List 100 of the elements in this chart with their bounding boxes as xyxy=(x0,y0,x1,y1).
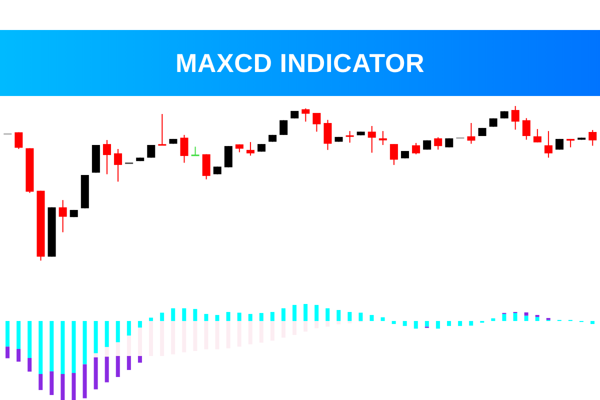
bar xyxy=(226,312,230,321)
candlestick xyxy=(224,146,232,168)
bar xyxy=(237,320,242,347)
bar xyxy=(28,320,32,358)
bar xyxy=(72,372,76,400)
bar xyxy=(104,320,109,347)
bar xyxy=(326,320,330,327)
candlestick xyxy=(390,144,398,166)
bar xyxy=(392,320,396,324)
bar xyxy=(259,320,264,343)
bar xyxy=(314,304,319,321)
bar xyxy=(6,346,10,358)
bar xyxy=(149,320,154,356)
bar xyxy=(126,336,131,356)
bar xyxy=(16,320,21,349)
candlestick xyxy=(522,118,530,140)
candlestick xyxy=(544,130,552,158)
candlestick xyxy=(378,130,387,146)
bar xyxy=(94,353,98,358)
candlestick xyxy=(324,119,332,150)
bar xyxy=(248,314,252,321)
candlestick xyxy=(102,140,111,175)
bar xyxy=(171,320,176,354)
bar xyxy=(270,320,274,341)
bar xyxy=(138,328,142,356)
candlestick xyxy=(346,130,354,144)
bar xyxy=(336,310,341,321)
bar xyxy=(524,312,528,316)
bar xyxy=(535,316,540,321)
bar xyxy=(281,320,286,338)
bar xyxy=(38,320,43,374)
candlestick xyxy=(14,132,23,150)
bar xyxy=(292,304,296,321)
bar xyxy=(72,320,76,373)
bar xyxy=(336,320,341,324)
candlestick xyxy=(158,114,166,146)
bar xyxy=(215,314,220,321)
bar xyxy=(126,320,131,336)
bar xyxy=(469,320,474,326)
candlestick xyxy=(467,122,476,144)
bar xyxy=(204,314,208,321)
bar xyxy=(524,316,528,321)
bar xyxy=(104,356,109,382)
bar xyxy=(348,320,352,324)
bar xyxy=(50,371,54,396)
bar xyxy=(116,320,120,342)
bar xyxy=(502,314,506,321)
candlestick xyxy=(511,106,520,130)
bar xyxy=(491,318,496,321)
bar xyxy=(215,320,220,350)
candlestick xyxy=(58,200,67,233)
candlestick xyxy=(312,112,321,132)
candlestick xyxy=(302,108,310,122)
bar xyxy=(281,308,286,321)
bar xyxy=(182,308,186,321)
bar xyxy=(149,318,154,321)
bar xyxy=(226,320,230,348)
bar xyxy=(292,320,296,335)
bar xyxy=(314,320,319,328)
bar xyxy=(237,312,242,321)
bar xyxy=(436,320,440,329)
bar xyxy=(182,320,186,352)
candlestick xyxy=(202,154,210,180)
candlestick xyxy=(412,142,420,155)
bar xyxy=(138,356,142,363)
candlestick xyxy=(533,128,542,143)
bar xyxy=(513,313,518,321)
bar xyxy=(358,312,363,321)
bar xyxy=(248,320,252,344)
bar xyxy=(160,320,164,356)
bar xyxy=(160,312,164,321)
bar xyxy=(380,317,385,321)
bar xyxy=(171,308,176,321)
candlestick xyxy=(588,129,597,146)
bar xyxy=(193,320,198,352)
bar xyxy=(60,374,65,400)
bar xyxy=(28,358,32,372)
bar xyxy=(259,313,264,321)
bar xyxy=(424,320,429,327)
bar xyxy=(116,356,120,378)
bar xyxy=(138,320,142,328)
bar xyxy=(94,320,98,354)
bar xyxy=(16,348,21,362)
bar xyxy=(348,312,352,321)
candlestick xyxy=(280,120,288,136)
bar xyxy=(38,374,43,390)
bar xyxy=(104,346,109,357)
bar xyxy=(447,320,452,326)
bar xyxy=(193,308,198,321)
candlestick xyxy=(114,148,122,182)
bar xyxy=(94,357,98,390)
bar xyxy=(304,304,308,321)
chart-title: MAXCD INDICATOR xyxy=(175,48,425,78)
bar xyxy=(204,320,208,350)
bar xyxy=(82,364,87,398)
bar xyxy=(116,342,120,356)
candlestick xyxy=(180,134,188,164)
candlestick xyxy=(191,146,200,156)
bar xyxy=(458,320,462,326)
bar xyxy=(6,320,10,347)
